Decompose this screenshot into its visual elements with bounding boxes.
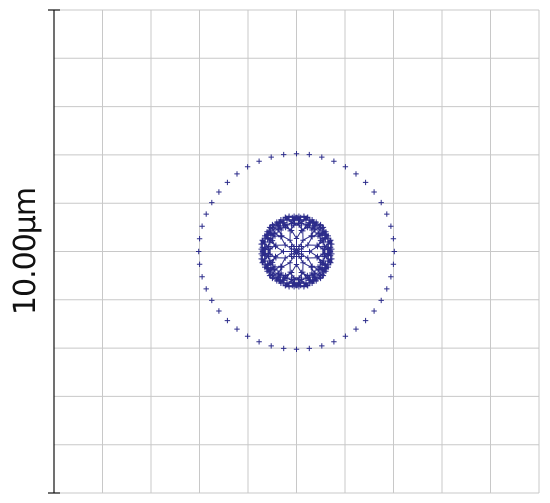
pattern-strokes [196, 151, 397, 352]
scale-bar [48, 9, 60, 494]
grid [53, 9, 540, 494]
radial-pattern [196, 151, 397, 352]
